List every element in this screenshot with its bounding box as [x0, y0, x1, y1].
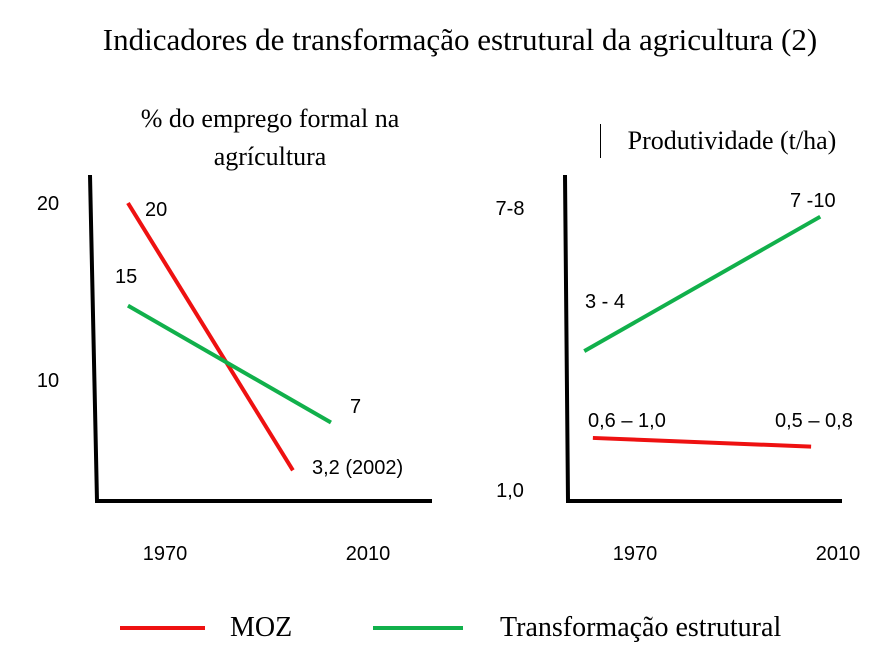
chart-1-series-moz-line	[592, 435, 812, 449]
chart-1-data-label: 7 -10	[790, 190, 836, 212]
legend-moz-label: MOZ	[230, 612, 293, 643]
legend-transformacao-label: Transformação estrutural	[500, 612, 782, 643]
right-chart-title-line-1: Produtividade (t/ha)	[627, 126, 837, 155]
chart-0-y-tick-label: 20	[37, 193, 59, 215]
chart-1-axes	[563, 174, 842, 503]
chart-0-data-label: 20	[145, 199, 167, 221]
chart-0-y-tick-label: 10	[37, 370, 59, 392]
slide-title: Indicadores de transformação estrutural …	[102, 22, 818, 57]
chart-0-series-transformacao-line	[126, 303, 332, 425]
chart-0-x-tick-label: 2010	[346, 543, 391, 565]
chart-0-series-moz-line	[126, 201, 295, 472]
chart-1-series-transformacao-line	[583, 214, 822, 353]
chart-1-data-label: 0,6 – 1,0	[588, 410, 666, 432]
chart-0-axes	[88, 174, 432, 503]
chart-0-x-tick-label: 1970	[143, 543, 188, 565]
left-chart-title: % do emprego formal na agrícultura	[90, 100, 450, 176]
chart-0-data-label: 7	[350, 396, 361, 418]
chart-1-y-tick-label: 1,0	[496, 480, 524, 502]
left-chart-title-line-2: agrícultura	[213, 142, 327, 171]
chart-1-data-label: 3 - 4	[585, 291, 625, 313]
chart-0-data-label: 15	[115, 266, 137, 288]
chart-1-x-tick-label: 2010	[816, 543, 861, 565]
chart-0-data-label: 3,2 (2002)	[312, 457, 403, 479]
right-chart-title: Produtividade (t/ha)	[600, 124, 862, 158]
chart-1-x-tick-label: 1970	[613, 543, 658, 565]
chart-1-data-label: 0,5 – 0,8	[775, 410, 853, 432]
left-chart-title-line-1: % do emprego formal na	[140, 104, 400, 133]
chart-1-y-tick-label: 7-8	[496, 198, 525, 220]
